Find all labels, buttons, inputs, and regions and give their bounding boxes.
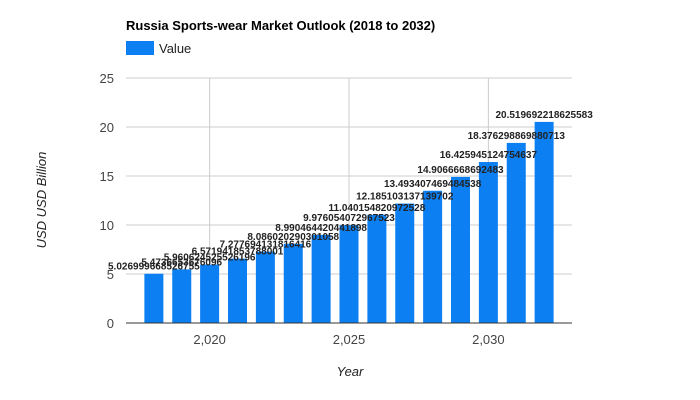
x-tick-label: 2,025 (333, 332, 366, 347)
data-label: 12.185103137139702 (356, 192, 454, 203)
bar (311, 234, 331, 323)
chart-title: Russia Sports-wear Market Outlook (2018 … (126, 18, 435, 33)
data-label: 13.493407469484538 (384, 179, 482, 190)
bar (200, 264, 220, 323)
bar (451, 176, 470, 323)
y-tick-label: 0 (107, 316, 114, 331)
y-axis-ticks: 0 5 10 15 20 25 (100, 71, 114, 331)
legend-label-value: Value (159, 41, 191, 56)
x-tick-label: 2,030 (472, 332, 505, 347)
data-labels: 5.0269996685267555.47366536760965.960624… (108, 110, 593, 273)
bar (228, 258, 247, 323)
bar (395, 203, 415, 323)
data-label: 16.425945124754637 (440, 150, 538, 161)
y-tick-label: 15 (100, 169, 114, 184)
x-axis-ticks: 2,020 2,025 2,030 (193, 332, 504, 347)
data-label: 7.277694131816416 (219, 240, 311, 251)
y-tick-label: 20 (100, 120, 114, 135)
y-tick-label: 5 (107, 267, 114, 282)
legend-swatch-value (126, 41, 154, 55)
bar (144, 273, 164, 323)
data-label: 5.4736653676096 (141, 257, 222, 268)
bar (367, 214, 387, 323)
data-label: 8.086020290301058 (247, 232, 339, 243)
x-axis-title: Year (337, 364, 364, 379)
data-label: 20.519692218625583 (495, 110, 593, 121)
bar (283, 243, 303, 323)
data-label: 11.040154820972528 (328, 203, 425, 214)
data-label: 5.026999668526755 (108, 262, 200, 273)
bar (478, 162, 498, 323)
bar (506, 142, 526, 323)
legend: Value (126, 41, 191, 56)
data-label: 14.9066668692483 (417, 165, 504, 176)
bars (144, 121, 554, 323)
bar (534, 121, 554, 323)
data-label: 6.571941853788001 (192, 247, 284, 258)
bar (339, 225, 359, 323)
data-label: 5.960624525526196 (164, 253, 256, 264)
bar (172, 269, 192, 323)
y-axis-title: USD USD Billion (34, 152, 49, 249)
x-tick-label: 2,020 (193, 332, 226, 347)
data-label: 18.376298869880713 (468, 131, 566, 142)
data-label: 9.976054072967523 (303, 213, 395, 224)
y-tick-label: 25 (100, 71, 114, 86)
y-tick-label: 10 (100, 218, 114, 233)
data-label: 8.990464420441898 (275, 223, 367, 234)
bar (255, 251, 275, 323)
bar (423, 190, 443, 323)
